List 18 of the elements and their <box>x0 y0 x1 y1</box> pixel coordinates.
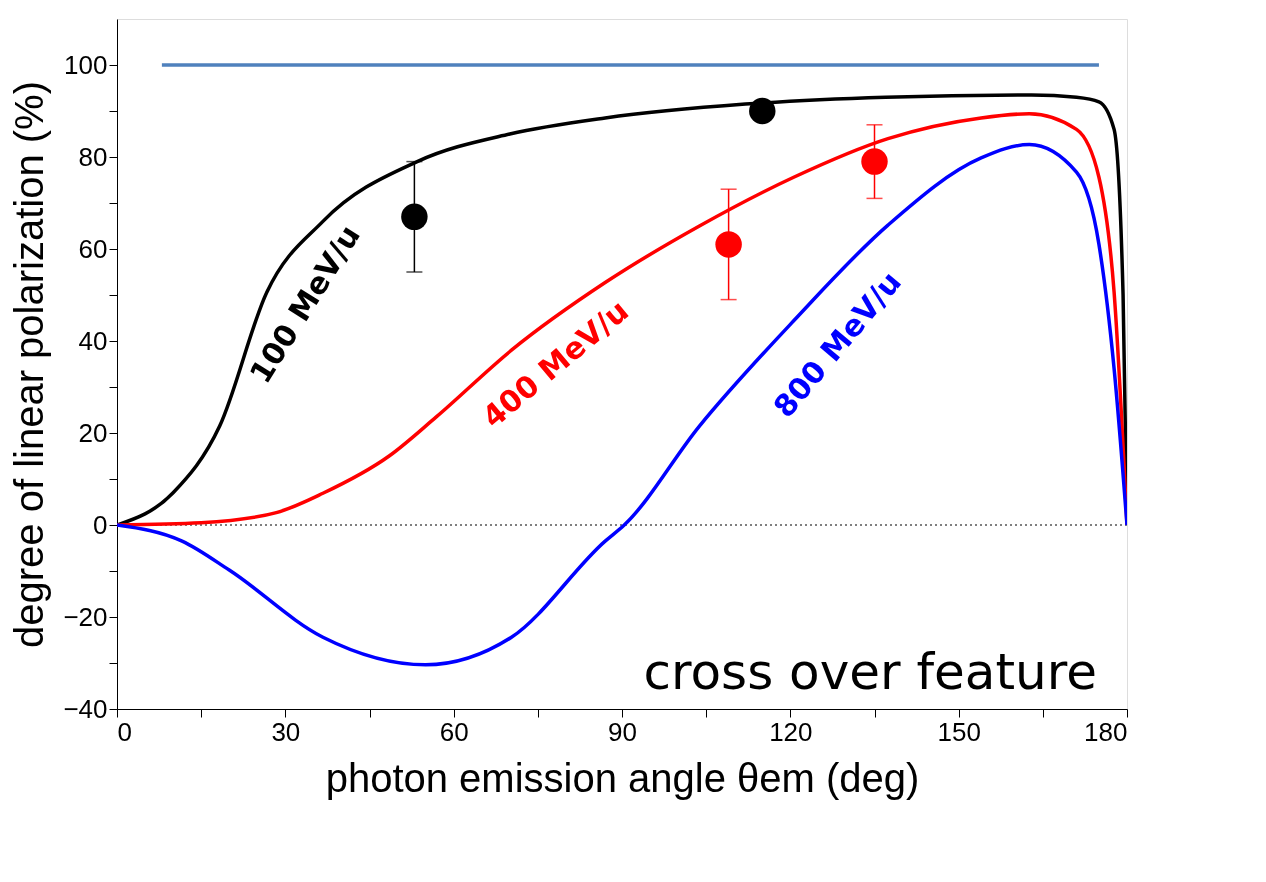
x-tick-label: 150 <box>937 716 981 747</box>
x-tick-label: 0 <box>117 716 132 747</box>
x-tick-label: 60 <box>439 716 469 747</box>
x-tick-label: 90 <box>608 716 637 747</box>
y-tick-label: 100 <box>64 49 108 80</box>
y-tick-label: 0 <box>93 509 108 540</box>
y-tick-label: 80 <box>78 141 108 172</box>
x-axis-title: photon emission angle θem (deg) <box>325 755 920 800</box>
x-tick-label: 120 <box>769 716 813 747</box>
y-tick-label: 20 <box>78 417 108 448</box>
y-tick-label: −20 <box>63 601 108 632</box>
y-tick-label: 40 <box>78 325 108 356</box>
annotation: cross over feature <box>643 643 1097 701</box>
y-axis-title: degree of linear polarization (%) <box>7 81 52 648</box>
x-tick-label: 30 <box>271 716 301 747</box>
y-tick-label: 60 <box>78 233 108 264</box>
y-tick-label: −40 <box>63 693 108 724</box>
x-tick-label: 180 <box>1084 716 1128 747</box>
